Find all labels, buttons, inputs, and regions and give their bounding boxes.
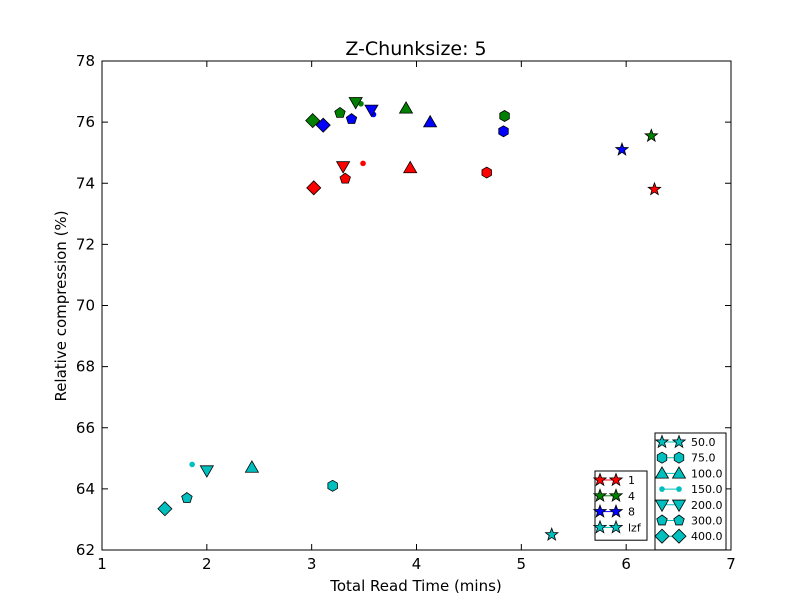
legend-marker-label: 75.0 — [691, 452, 716, 465]
legend-marker-triangle-down — [671, 499, 687, 513]
y-tick-label: 70 — [76, 297, 95, 315]
legend-marker-star — [671, 434, 687, 449]
y-tick-label: 74 — [76, 174, 95, 192]
data-point-triangle-down — [348, 97, 363, 110]
legend-series-marker — [608, 472, 624, 487]
legend-marker-hexagon — [673, 451, 685, 464]
data-point-point — [360, 160, 366, 167]
legend-marker-triangle-down — [654, 499, 670, 513]
data-point-diamond — [157, 501, 173, 517]
chart-title: Z-Chunksize: 5 — [345, 38, 486, 60]
legend-marker-label: 150.0 — [691, 483, 723, 496]
legend-marker-label: 400.0 — [691, 530, 723, 543]
data-point-pentagon — [339, 172, 351, 184]
axis-ticks: 1 2 3 4 5 6 7 62 64 66 68 70 72 74 76 78 — [76, 52, 736, 573]
legend-marker-pentagon — [673, 514, 685, 526]
legend-series-marker — [608, 488, 624, 502]
x-axis-label: Total Read Time (mins) — [329, 577, 502, 595]
data-point-triangle-up — [422, 114, 438, 128]
y-tick-label: 62 — [76, 541, 95, 559]
legend-marker-label: 100.0 — [691, 467, 723, 480]
x-tick-label: 6 — [621, 555, 631, 573]
legend-marker-triangle-up — [654, 466, 670, 479]
legend-series-label: lzf — [628, 521, 642, 534]
legend-marker-point — [676, 486, 682, 492]
y-tick-label: 66 — [76, 419, 95, 437]
data-point-hexagon — [499, 110, 510, 122]
legend-marker-label: 200.0 — [691, 499, 723, 512]
series-8 — [315, 104, 630, 156]
x-tick-label: 7 — [726, 555, 736, 573]
series-4 — [305, 97, 659, 143]
legend-markers-box — [654, 432, 727, 551]
legend-series-marker — [592, 472, 608, 487]
legend-series-label: 8 — [628, 506, 635, 519]
legend-series-box — [594, 470, 648, 541]
legend-series-label: 4 — [628, 490, 635, 503]
legend-markers: 50.0 75.0 100.0 150.0 200.0 300.0 400.0 — [654, 432, 727, 551]
legend-marker-point — [659, 486, 665, 492]
legend-marker-pentagon — [656, 514, 668, 526]
legend-series-marker — [592, 519, 608, 534]
plot-area-frame — [101, 60, 732, 551]
data-point-hexagon — [327, 479, 338, 492]
y-axis-label: Relative compression (%) — [52, 210, 70, 401]
data-point-star — [644, 128, 659, 143]
data-point-triangle-down — [199, 465, 215, 478]
legend-marker-diamond — [671, 528, 687, 544]
legend-series-marker — [608, 519, 624, 534]
data-point-triangle-down — [364, 104, 379, 118]
data-point-diamond — [305, 113, 321, 129]
series-lzf — [157, 460, 560, 541]
legend-marker-diamond — [654, 528, 670, 544]
series-1 — [306, 160, 662, 196]
data-point-hexagon — [481, 166, 492, 179]
legend-marker-label: 300.0 — [691, 515, 723, 528]
data-point-star — [544, 527, 560, 541]
data-point-triangle-up — [403, 160, 418, 174]
data-point-hexagon — [498, 125, 509, 138]
y-tick-label: 64 — [76, 480, 95, 498]
data-point-pentagon — [181, 492, 193, 503]
y-tick-label: 76 — [76, 113, 95, 131]
y-tick-label: 68 — [76, 358, 95, 376]
data-points — [157, 97, 662, 541]
legend-series-marker — [592, 488, 608, 502]
data-point-point — [189, 461, 195, 468]
x-tick-label: 5 — [517, 555, 527, 573]
data-point-star — [647, 181, 662, 196]
legend-marker-star — [654, 434, 670, 449]
data-point-star — [614, 141, 630, 156]
data-point-triangle-down — [335, 161, 351, 174]
x-tick-label: 3 — [307, 555, 317, 573]
y-tick-label: 78 — [76, 52, 95, 70]
x-tick-label: 1 — [97, 555, 107, 573]
x-tick-label: 4 — [412, 555, 422, 573]
data-point-triangle-up — [244, 460, 260, 473]
data-point-diamond — [315, 117, 331, 133]
data-point-triangle-up — [398, 101, 414, 114]
legend-marker-hexagon — [656, 451, 668, 464]
data-point-pentagon — [345, 113, 358, 124]
data-point-pentagon — [334, 106, 346, 118]
legend-series-label: 1 — [628, 474, 635, 487]
y-tick-label: 72 — [76, 235, 95, 253]
data-point-diamond — [306, 180, 322, 196]
legend-series: 1 4 8 lzf — [592, 470, 648, 541]
legend-series-marker — [592, 503, 608, 518]
legend-series-marker — [608, 503, 624, 518]
legend-marker-label: 50.0 — [691, 436, 716, 449]
legend-marker-triangle-up — [671, 466, 687, 479]
x-tick-label: 2 — [202, 555, 212, 573]
